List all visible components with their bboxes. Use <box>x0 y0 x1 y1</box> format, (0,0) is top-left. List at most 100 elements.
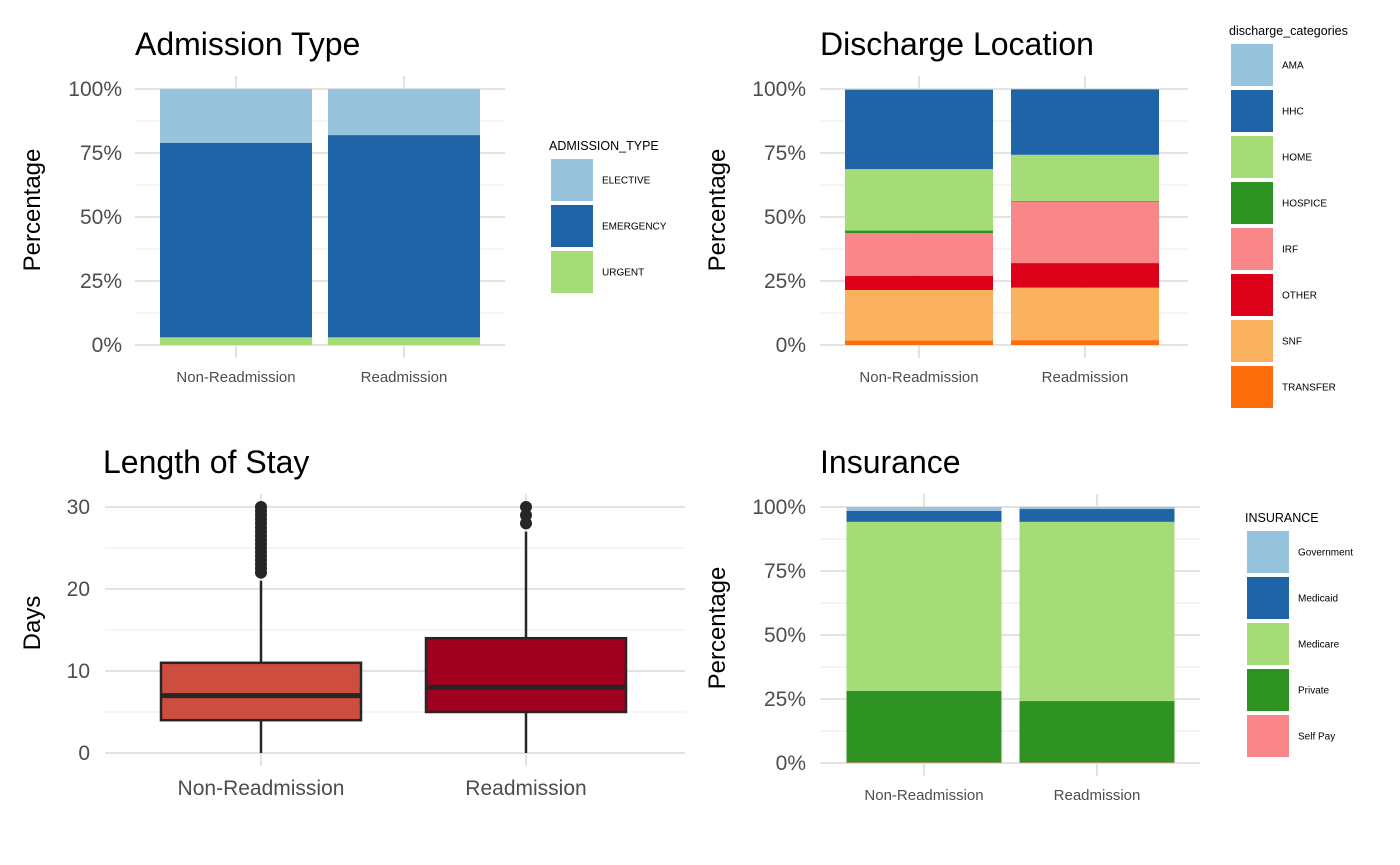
chart-panel-4: Insurance Percentage 0% 25% 50% 75% 100% Non-Re… <box>704 444 1353 804</box>
y-axis-label: Percentage <box>704 149 731 272</box>
bar-segment <box>845 89 993 90</box>
bar-segment <box>328 337 480 345</box>
bar-segment <box>845 169 993 231</box>
chart-title: Length of Stay <box>103 444 309 480</box>
bar-segment <box>1011 263 1159 288</box>
bar-segment <box>1011 200 1159 202</box>
y-tick-label: 75% <box>80 142 122 165</box>
legend-label: URGENT <box>602 268 644 279</box>
x-tick-label: Readmission <box>1042 369 1129 386</box>
legend-label: SNF <box>1282 337 1302 348</box>
chart-title: Admission Type <box>135 26 360 62</box>
legend-swatch <box>1247 577 1289 619</box>
legend-swatch <box>1231 228 1273 270</box>
legend-swatch <box>1231 44 1273 86</box>
box-outlier <box>520 509 532 522</box>
bar-segment <box>328 89 480 136</box>
box-outlier <box>255 501 267 513</box>
bar-segment <box>845 275 993 290</box>
y-tick-label: 100% <box>752 496 806 519</box>
bar-segment <box>846 521 1002 691</box>
legend-title: INSURANCE <box>1245 511 1319 525</box>
bar-segment <box>1019 701 1175 763</box>
bar-segment <box>846 690 1002 763</box>
x-tick-label: Readmission <box>1054 787 1141 804</box>
legend-swatch <box>551 159 593 201</box>
legend-swatch <box>1231 366 1273 408</box>
bar-segment <box>1019 762 1175 763</box>
legend-swatch <box>1231 90 1273 132</box>
legend-label: HOME <box>1282 153 1312 164</box>
legend-label: EMERGENCY <box>602 222 667 233</box>
y-tick-label: 20 <box>67 578 90 601</box>
bar-segment <box>1011 89 1159 155</box>
legend-label: Government <box>1298 548 1353 559</box>
x-tick-label: Readmission <box>465 777 586 800</box>
y-axis-label: Percentage <box>704 567 731 690</box>
bar-segment <box>846 510 1002 522</box>
legend-label: HOSPICE <box>1282 199 1327 210</box>
legend-swatch <box>551 205 593 247</box>
y-tick-label: 0 <box>78 742 90 765</box>
legend-label: Medicare <box>1298 640 1340 651</box>
y-tick-label: 100% <box>752 78 806 101</box>
y-tick-label: 50% <box>764 206 806 229</box>
legend-swatch <box>551 251 593 293</box>
x-tick-label: Non-Readmission <box>859 369 978 386</box>
legend-label: Self Pay <box>1298 732 1335 743</box>
y-axis-label: Days <box>19 596 46 651</box>
legend-swatch <box>1231 320 1273 362</box>
bar-segment <box>1011 287 1159 341</box>
y-tick-label: 50% <box>80 206 122 229</box>
bar-segment <box>1011 154 1159 201</box>
legend-label: ELECTIVE <box>602 176 651 187</box>
bar-segment <box>846 507 1002 511</box>
bar-segment <box>1019 521 1175 702</box>
legend-label: Medicaid <box>1298 594 1338 605</box>
legend-swatch <box>1231 274 1273 316</box>
bar-segment <box>845 340 993 345</box>
legend-swatch <box>1247 715 1289 757</box>
chart-panel-1: Admission Type Percentage 0% 25% 50% 75% 100% N… <box>19 26 667 386</box>
y-tick-label: 75% <box>764 560 806 583</box>
chart-title: Insurance <box>820 444 961 480</box>
bar-segment <box>845 230 993 234</box>
x-tick-label: Non-Readmission <box>864 787 983 804</box>
bar-segment <box>160 142 312 338</box>
legend-label: AMA <box>1282 61 1304 72</box>
bar-segment <box>1011 89 1159 90</box>
x-tick-label: Readmission <box>361 369 448 386</box>
legend-swatch <box>1247 623 1289 665</box>
bar-segment <box>1011 201 1159 264</box>
legend-swatch <box>1231 182 1273 224</box>
y-tick-label: 25% <box>80 270 122 293</box>
legend-label: Private <box>1298 686 1330 697</box>
legend-label: OTHER <box>1282 291 1317 302</box>
bar-segment <box>845 233 993 276</box>
legend: INSURANCE Government Medicaid Medicare Priva… <box>1245 511 1353 757</box>
bar-segment <box>328 135 480 338</box>
y-axis-label: Percentage <box>19 149 46 272</box>
box-outlier <box>520 517 532 530</box>
legend: ADMISSION_TYPE ELECTIVE EMERGENCY URGENT <box>549 139 667 293</box>
bar-segment <box>845 89 993 170</box>
bar-segment <box>845 289 993 341</box>
box-body <box>159 661 363 722</box>
bar-segment <box>1011 340 1159 345</box>
chart-panel-2: Discharge Location Percentage 0% 25% 50% 75% 1… <box>704 24 1348 408</box>
legend-label: HHC <box>1282 107 1304 118</box>
legend-title: ADMISSION_TYPE <box>549 139 659 153</box>
x-tick-label: Non-Readmission <box>176 369 295 386</box>
legend: discharge_categories AMA HHC HOME HOSPICE IRF… <box>1229 24 1348 408</box>
legend-swatch <box>1231 136 1273 178</box>
x-tick-label: Non-Readmission <box>178 777 345 800</box>
y-tick-label: 10 <box>67 660 90 683</box>
chart-panel-3: Length of Stay Days 0 10 20 30 Non-Readmission… <box>19 444 685 800</box>
box-outlier <box>520 501 532 513</box>
legend-label: TRANSFER <box>1282 383 1336 394</box>
bar-segment <box>160 89 312 143</box>
legend-title: discharge_categories <box>1229 24 1348 38</box>
y-tick-label: 0% <box>776 334 806 357</box>
y-tick-label: 0% <box>776 752 806 775</box>
